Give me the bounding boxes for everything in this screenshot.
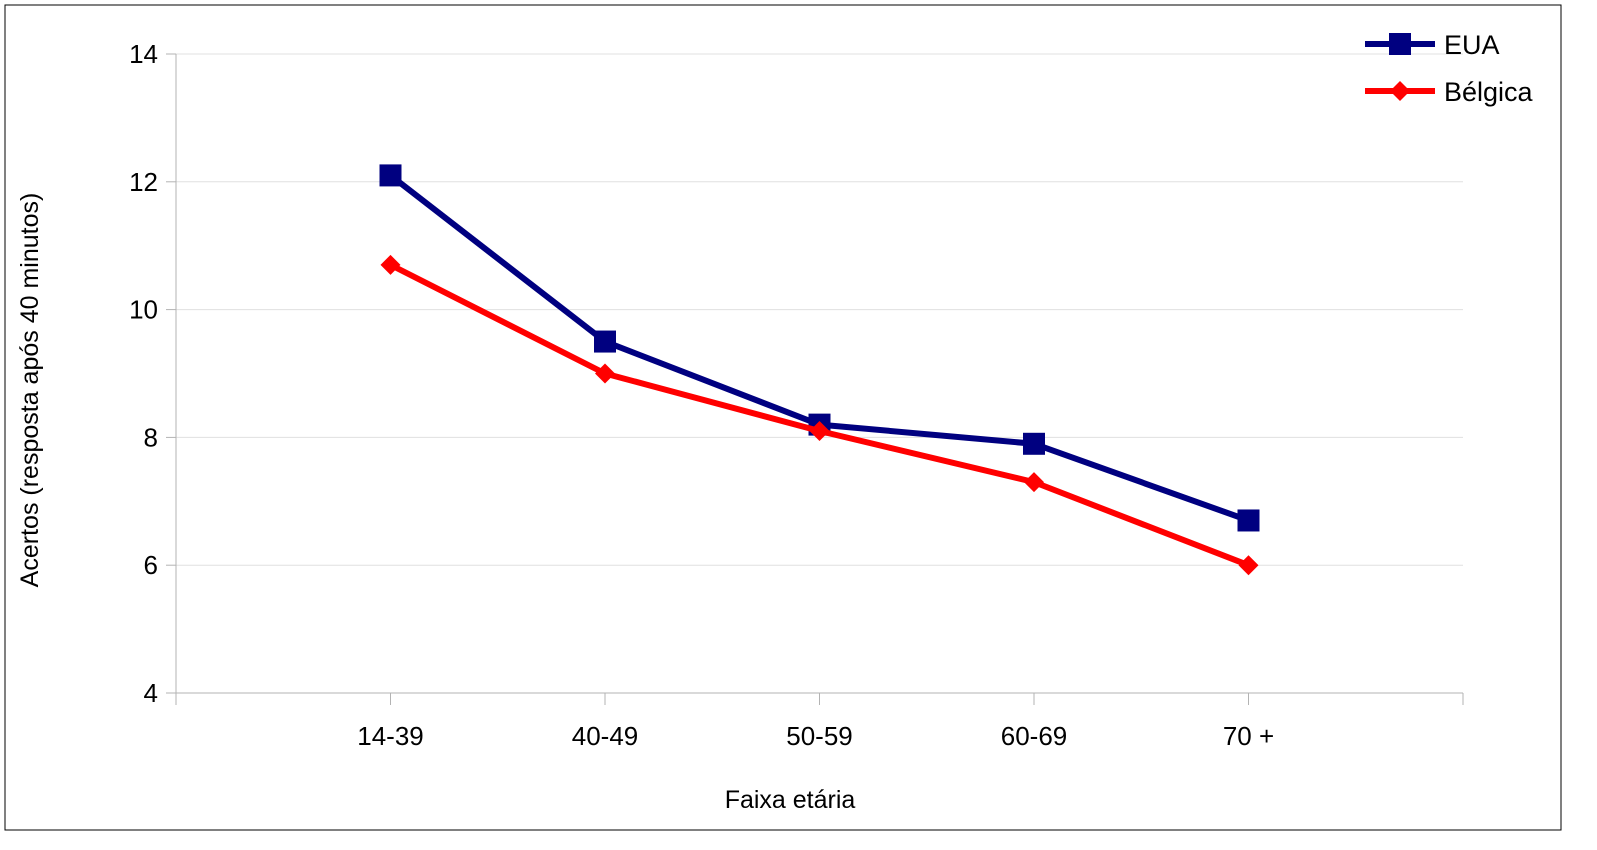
data-point-eua: [1023, 432, 1045, 455]
legend-label-eua: EUA: [1444, 30, 1500, 60]
series-belgica: [380, 254, 1259, 576]
y-tick-label: 6: [144, 550, 158, 580]
x-tick-label: 70 +: [1223, 721, 1274, 751]
data-point-belgica: [809, 421, 830, 442]
legend-marker-belgica: [1390, 81, 1410, 101]
data-point-eua: [379, 164, 402, 187]
data-point-belgica: [380, 254, 401, 275]
data-point-belgica: [1238, 555, 1259, 576]
data-point-belgica: [595, 363, 615, 384]
x-tick-label: 60-69: [1001, 721, 1068, 751]
y-tick-label: 10: [129, 295, 158, 325]
y-tick-label: 14: [129, 39, 158, 69]
x-tick-label: 14-39: [357, 721, 424, 751]
legend-label-belgica: Bélgica: [1444, 77, 1534, 107]
y-tick-label: 4: [144, 678, 158, 708]
data-point-belgica: [1024, 472, 1044, 493]
data-point-eua: [594, 330, 616, 353]
data-point-eua: [1237, 509, 1260, 532]
legend-marker-eua: [1389, 33, 1411, 55]
x-axis-title: Faixa etária: [725, 786, 856, 814]
x-tick-label: 40-49: [572, 721, 639, 751]
y-tick-label: 8: [144, 422, 158, 452]
x-tick-label: 50-59: [786, 721, 853, 751]
y-axis-title: Acertos (resposta após 40 minutos): [16, 193, 44, 588]
chart-border: [4, 4, 1562, 831]
y-tick-label: 12: [129, 167, 158, 197]
